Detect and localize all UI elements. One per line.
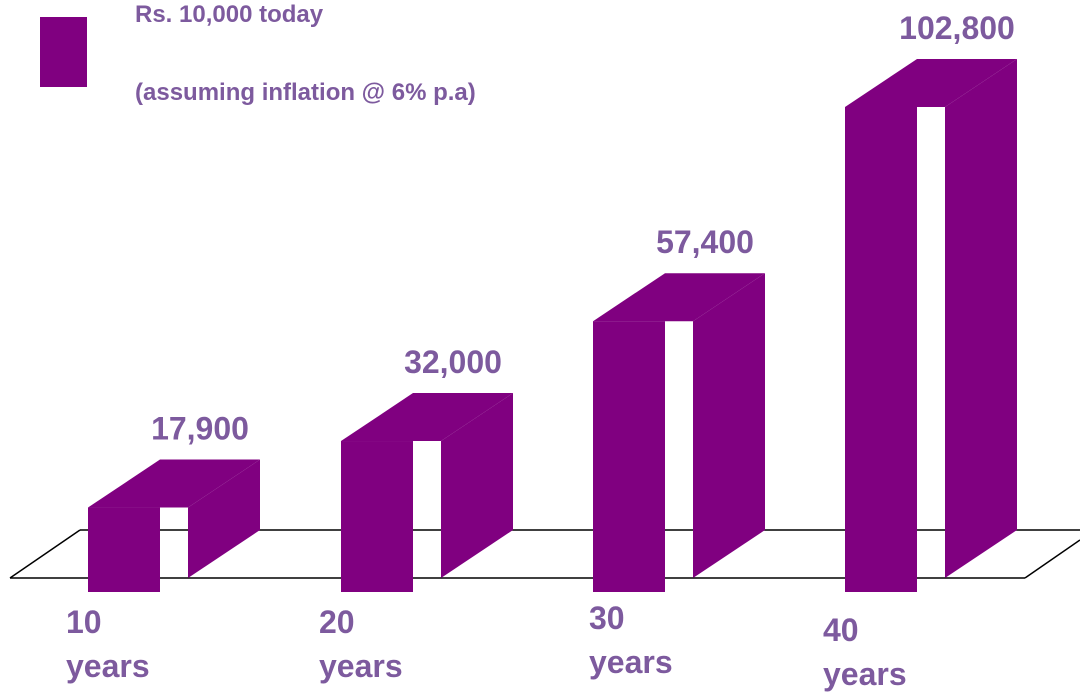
value-label: 102,800 [899,10,1015,46]
bar-side [693,273,765,578]
bar-side [945,59,1017,578]
value-label: 57,400 [656,224,754,260]
bar-top [593,273,765,322]
x-tick-label: 40 years [823,612,907,692]
bar-side [441,393,513,578]
bar-top [845,59,1017,107]
floor-left [9,529,81,579]
bar-top [341,393,513,442]
bar-front [593,321,665,592]
x-tick-label: 10 years [66,604,150,684]
bar-side [188,459,260,578]
bar-front [845,107,917,592]
subtitle: (assuming inflation @ 6% p.a) [135,79,476,106]
bar-front [341,441,413,592]
x-tick-label: 20 years [319,604,403,684]
legend-swatch [40,17,87,87]
x-tick-label: 30 years [589,600,673,680]
legend-label: Rs. 10,000 today [135,1,324,28]
bar-top [88,459,260,508]
floor [9,529,1080,579]
value-label: 17,900 [151,411,249,447]
floor-right [1024,539,1080,579]
value-label: 32,000 [404,344,502,380]
bar-front [88,507,160,592]
